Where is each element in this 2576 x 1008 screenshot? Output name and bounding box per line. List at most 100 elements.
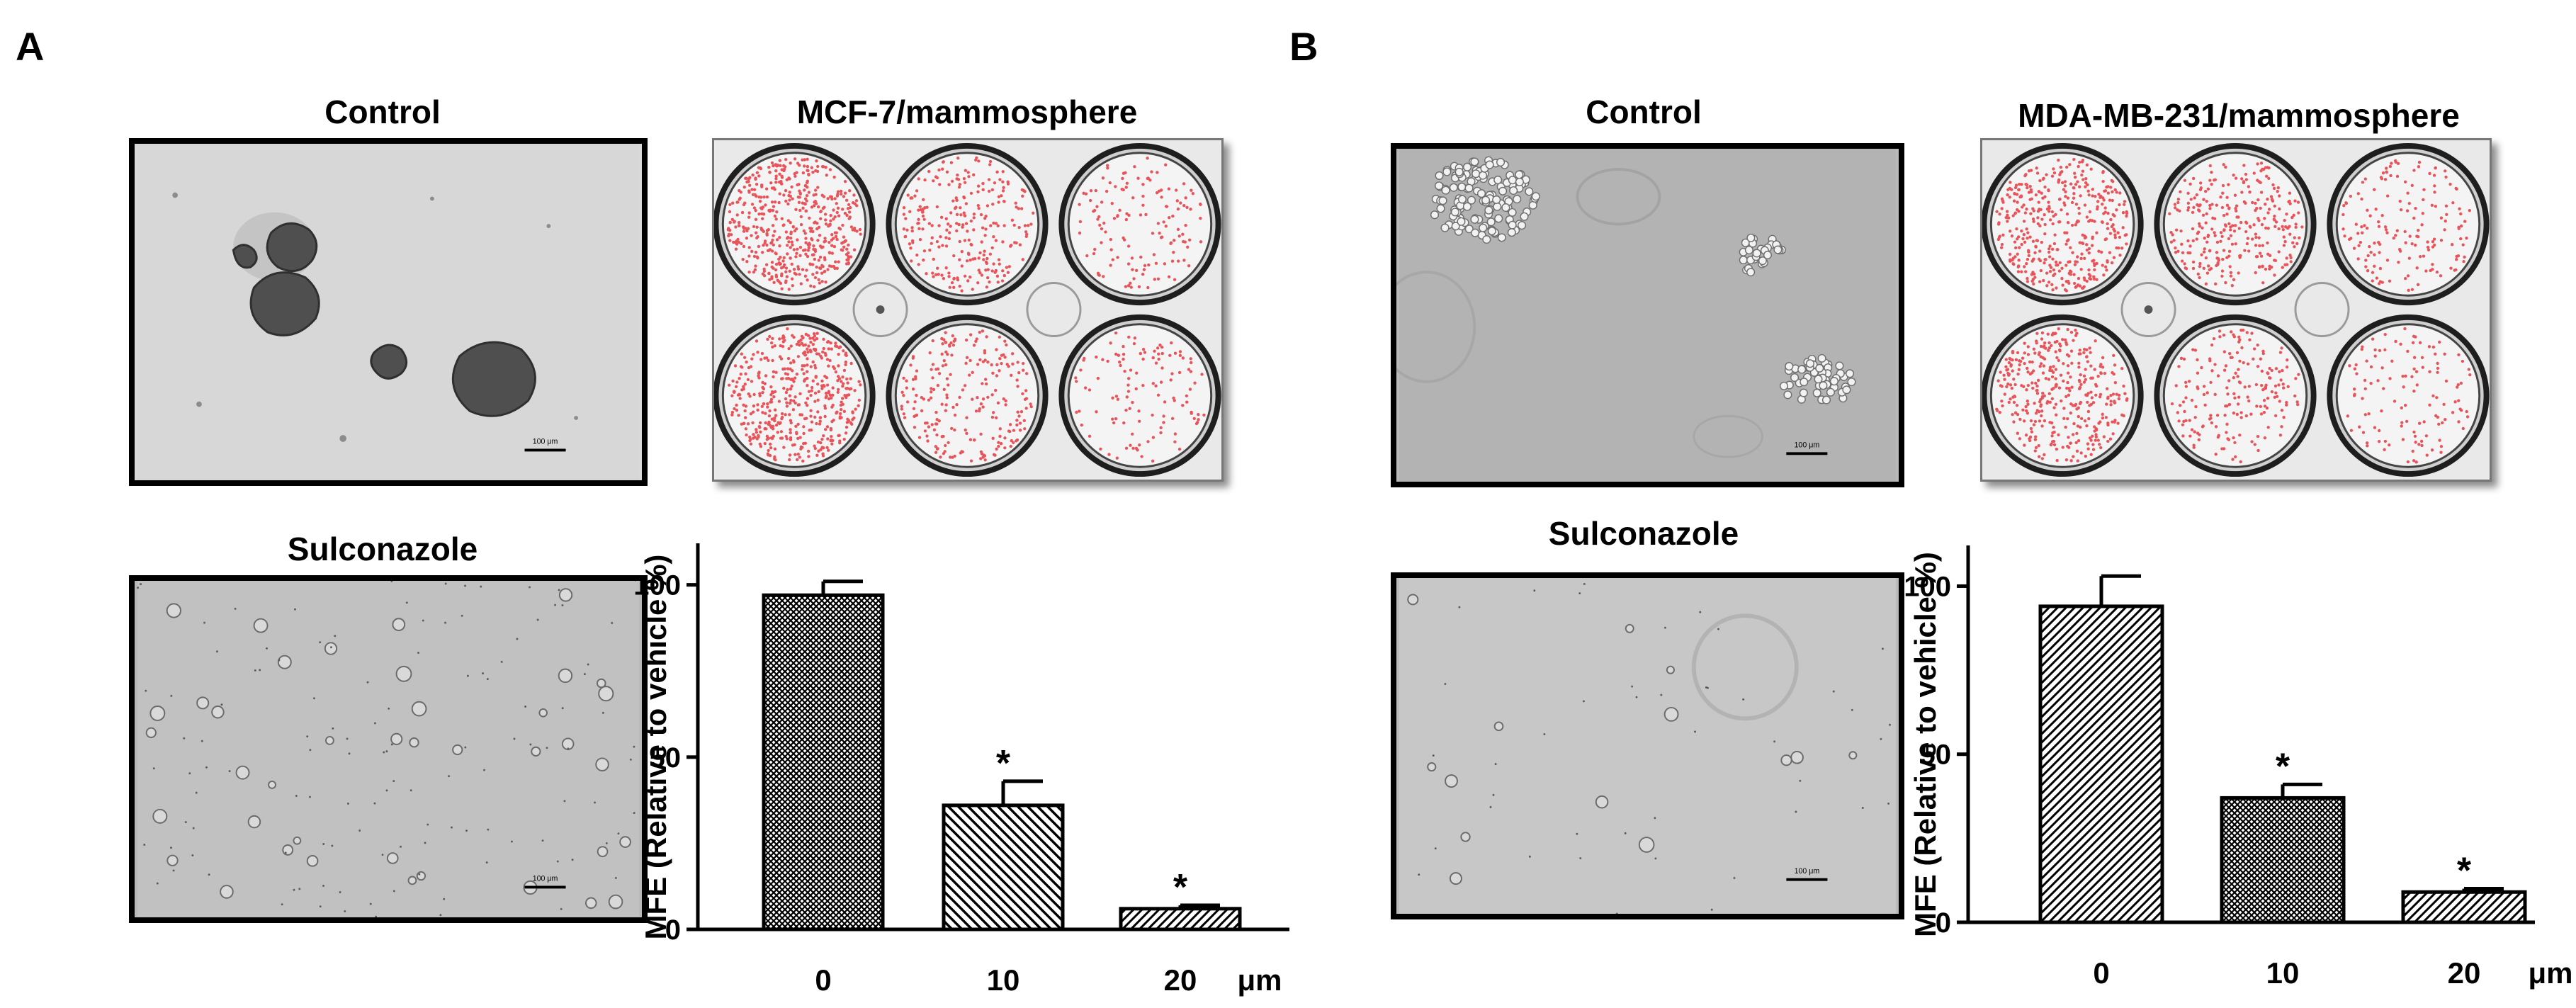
colony-dot <box>2035 389 2038 392</box>
colony-dot <box>1125 395 1129 399</box>
y-axis-label: MFE (Relative to vehicle %) <box>1909 552 1942 937</box>
colony-dot <box>2430 203 2434 208</box>
colony-dot <box>2349 194 2353 198</box>
colony-dot <box>794 424 798 428</box>
colony-dot <box>2247 185 2251 188</box>
colony-dot <box>2060 208 2063 212</box>
colony-dot <box>1016 410 1019 414</box>
colony-dot <box>810 389 813 392</box>
colony-dot <box>2404 241 2407 244</box>
colony-dot <box>1111 417 1114 421</box>
colony-dot <box>908 210 912 213</box>
colony-dot <box>1106 166 1109 170</box>
colony-dot <box>2373 348 2377 352</box>
x-tick-label: 0 <box>815 963 831 997</box>
colony-dot <box>2024 404 2028 409</box>
colony-dot <box>2111 432 2115 436</box>
debris-dot <box>278 659 281 662</box>
y-axis-label: MFE (Relative to vehicle %) <box>639 555 672 940</box>
colony-dot <box>830 420 834 424</box>
colony-dot <box>745 229 749 233</box>
colony-dot <box>2263 217 2266 220</box>
colony-dot <box>823 414 827 419</box>
colony-dot <box>810 238 814 242</box>
colony-dot <box>823 269 827 273</box>
colony-dot <box>810 227 813 230</box>
colony-dot <box>2256 365 2260 368</box>
colony-dot <box>1182 259 1186 262</box>
colony-dot <box>2243 385 2247 389</box>
colony-dot <box>2003 378 2006 381</box>
colony-dot <box>911 356 915 360</box>
colony-dot <box>932 275 935 278</box>
colony-dot <box>939 455 942 459</box>
cell <box>1821 395 1831 404</box>
colony-dot <box>978 358 982 362</box>
colony-dot <box>1150 170 1153 174</box>
colony-dot <box>1199 217 1202 220</box>
colony-dot <box>2417 421 2422 425</box>
colony-dot <box>2080 252 2084 256</box>
colony-dot <box>2067 260 2070 264</box>
colony-dot <box>827 251 832 254</box>
colony-dot <box>782 169 786 173</box>
colony-dot <box>2273 214 2276 218</box>
colony-dot <box>2180 242 2184 247</box>
colony-dot <box>906 193 910 197</box>
colony-dot <box>816 440 820 444</box>
colony-dot <box>2069 273 2072 276</box>
colony-dot <box>740 210 745 215</box>
colony-dot <box>993 271 997 274</box>
colony-dot <box>1114 185 1117 188</box>
colony-dot <box>2346 414 2349 418</box>
colony-dot <box>2265 406 2269 410</box>
colony-dot <box>2020 270 2023 273</box>
colony-dot <box>751 421 755 425</box>
colony-dot <box>849 361 853 366</box>
colony-dot <box>2072 196 2076 200</box>
colony-dot <box>2104 416 2108 419</box>
colony-dot <box>819 210 823 214</box>
colony-dot <box>993 181 997 185</box>
colony-dot <box>2184 267 2188 271</box>
colony-dot <box>2011 214 2015 217</box>
colony-dot <box>2072 273 2076 276</box>
colony-dot <box>2070 223 2074 227</box>
colony-dot <box>2443 352 2446 356</box>
colony-dot <box>2428 370 2431 373</box>
colony-dot <box>955 177 959 181</box>
colony-dot <box>2258 265 2261 268</box>
colony-dot <box>2268 376 2271 380</box>
colony-dot <box>960 289 964 293</box>
colony-dot <box>2403 276 2407 281</box>
colony-dot <box>2085 215 2089 219</box>
colony-dot <box>2214 282 2218 285</box>
colony-dot <box>817 390 820 394</box>
colony-dot <box>2183 179 2187 182</box>
colony-dot <box>2064 395 2068 399</box>
colony-dot <box>2045 284 2049 288</box>
colony-dot <box>1002 186 1005 190</box>
colony-dot <box>2067 354 2071 358</box>
colony-dot <box>2261 264 2264 268</box>
colony-dot <box>2214 425 2218 429</box>
colony-dot <box>758 442 762 446</box>
colony-dot <box>2086 360 2089 363</box>
colony-dot <box>806 169 809 172</box>
colony-dot <box>793 453 797 456</box>
colony-dot <box>2047 250 2051 254</box>
colony-dot <box>930 390 933 394</box>
colony-dot <box>2238 256 2242 259</box>
colony-dot <box>946 352 949 356</box>
colony-dot <box>937 419 941 423</box>
colony-dot <box>2028 235 2032 239</box>
colony-dot <box>2103 189 2108 193</box>
colony-dot <box>735 403 738 407</box>
colony-dot <box>803 158 806 162</box>
colony-dot <box>912 407 916 411</box>
colony-dot <box>966 171 970 174</box>
colony-dot <box>2459 409 2463 412</box>
colony-dot <box>2439 445 2444 448</box>
colony-dot <box>2060 170 2064 174</box>
colony-dot <box>981 226 985 230</box>
